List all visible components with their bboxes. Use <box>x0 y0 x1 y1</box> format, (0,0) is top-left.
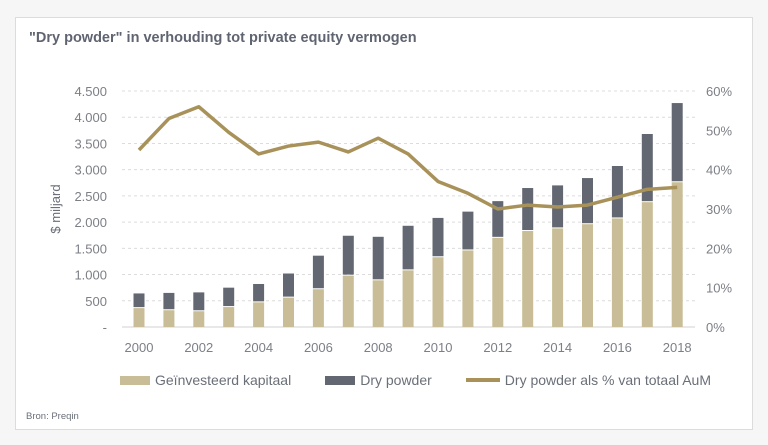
x-tick-label: 2016 <box>603 340 632 355</box>
y2-tick-label: 60% <box>706 84 732 99</box>
bar-invested <box>283 297 294 327</box>
x-tick-label: 2000 <box>125 340 154 355</box>
bar-dry-powder <box>462 211 474 250</box>
y-tick-label: 3.000 <box>74 163 107 178</box>
bar-dry-powder <box>372 236 384 280</box>
legend-label: Geïnvesteerd kapitaal <box>155 372 292 388</box>
bar-invested <box>133 308 145 327</box>
legend-swatch <box>325 375 356 385</box>
bar-invested <box>193 311 205 327</box>
legend-swatch <box>120 375 150 385</box>
y-tick-label: 1.000 <box>74 268 107 283</box>
bar-invested <box>552 228 564 327</box>
bar-invested <box>611 218 623 327</box>
bar-dry-powder <box>611 165 623 218</box>
bar-invested <box>163 310 175 327</box>
bar-dry-powder <box>312 255 324 289</box>
bar-invested <box>342 275 354 327</box>
bar-invested <box>372 280 384 327</box>
bar-dry-powder <box>283 273 294 297</box>
source-note: Bron: Preqin <box>26 411 79 422</box>
y-tick-label: 3.500 <box>74 136 107 151</box>
y-tick-label: - <box>103 320 107 335</box>
y-tick-label: 2.000 <box>74 215 107 230</box>
y-tick-label: 4.000 <box>74 110 107 125</box>
y2-tick-label: 50% <box>706 123 732 138</box>
y-tick-label: 4.500 <box>74 84 107 99</box>
bar-invested <box>432 257 444 327</box>
y-tick-label: 2.500 <box>74 189 107 204</box>
bar-invested <box>223 307 235 327</box>
bar-dry-powder <box>163 292 175 310</box>
bar-invested <box>492 237 504 327</box>
x-tick-label: 2004 <box>244 340 273 355</box>
x-tick-label: 2006 <box>304 340 333 355</box>
bar-invested <box>253 302 265 327</box>
bar-dry-powder <box>582 178 593 224</box>
y-tick-label: 1.500 <box>74 241 107 256</box>
bar-invested <box>671 182 683 327</box>
bar-invested <box>522 231 534 327</box>
y-axis-label: $ miljard <box>48 184 63 233</box>
bar-dry-powder <box>522 188 534 231</box>
bar-dry-powder <box>223 287 235 307</box>
bar-dry-powder <box>193 292 205 311</box>
bar-invested <box>462 250 474 327</box>
x-tick-label: 2018 <box>663 340 692 355</box>
y-tick-label: 500 <box>85 294 107 309</box>
x-tick-label: 2010 <box>424 340 453 355</box>
x-tick-label: 2014 <box>543 340 572 355</box>
line-dry-powder-pct <box>137 104 678 211</box>
legend-label: Dry powder <box>360 372 432 388</box>
bar-dry-powder <box>492 201 504 237</box>
x-tick-label: 2008 <box>364 340 393 355</box>
bar-dry-powder <box>432 217 444 257</box>
x-tick-label: 2012 <box>483 340 512 355</box>
bar-invested <box>402 270 414 327</box>
chart-frame <box>15 17 753 430</box>
y2-tick-label: 10% <box>706 281 732 296</box>
y2-tick-label: 30% <box>706 202 732 217</box>
bar-invested <box>582 224 593 327</box>
legend-item-pct: Dry powder als % van totaal AuM <box>465 372 712 388</box>
bar-invested <box>312 289 324 327</box>
legend-label: Dry powder als % van totaal AuM <box>504 372 712 388</box>
bar-dry-powder <box>671 103 683 182</box>
bar-dry-powder <box>641 134 653 202</box>
bar-dry-powder <box>402 225 414 270</box>
bar-dry-powder <box>253 283 265 302</box>
legend: Geïnvesteerd kapitaal Dry powder Dry pow… <box>120 372 711 388</box>
legend-item-dry-powder: Dry powder <box>325 372 432 388</box>
y2-tick-label: 0% <box>706 320 725 335</box>
bar-dry-powder <box>133 293 145 308</box>
y2-tick-label: 20% <box>706 241 732 256</box>
bar-dry-powder <box>342 235 354 275</box>
legend-item-invested: Geïnvesteerd kapitaal <box>120 372 291 388</box>
chart-title: "Dry powder" in verhouding tot private e… <box>29 30 417 46</box>
y2-tick-label: 40% <box>706 163 732 178</box>
legend-line-swatch <box>465 378 500 382</box>
bar-invested <box>641 202 653 327</box>
x-tick-label: 2002 <box>184 340 213 355</box>
